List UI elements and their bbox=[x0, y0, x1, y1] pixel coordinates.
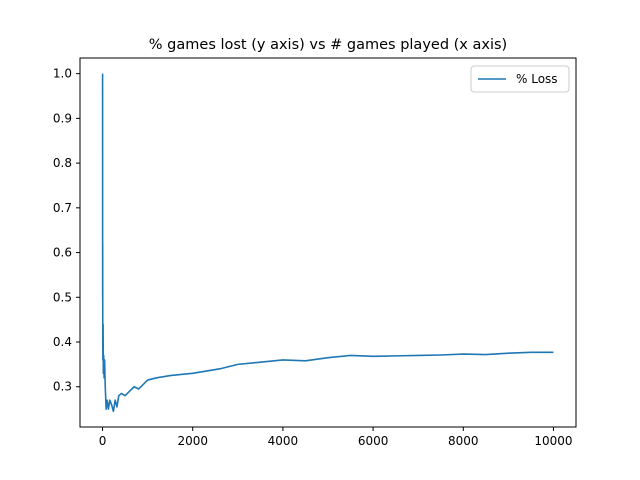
y-axis: 0.3 0.4 0.5 0.6 0.7 0.8 0.9 1.0 bbox=[53, 67, 80, 394]
y-tick-label: 0.6 bbox=[53, 246, 72, 260]
chart-title: % games lost (y axis) vs # games played … bbox=[149, 37, 507, 53]
y-tick-label: 0.9 bbox=[53, 111, 72, 125]
y-tick-label: 0.7 bbox=[53, 201, 72, 215]
x-tick-label: 0 bbox=[99, 434, 107, 448]
x-axis: 0 2000 4000 6000 8000 10000 bbox=[99, 427, 573, 448]
x-tick-label: 4000 bbox=[268, 434, 299, 448]
x-tick-label: 10000 bbox=[534, 434, 572, 448]
y-tick-label: 0.4 bbox=[53, 335, 72, 349]
y-tick-label: 0.3 bbox=[53, 380, 72, 394]
legend-label: % Loss bbox=[516, 72, 558, 86]
y-tick-label: 1.0 bbox=[53, 67, 72, 81]
x-tick-label: 6000 bbox=[358, 434, 389, 448]
series-layer bbox=[101, 73, 554, 413]
y-tick-label: 0.5 bbox=[53, 290, 72, 304]
y-tick-label: 0.8 bbox=[53, 156, 72, 170]
x-tick-label: 8000 bbox=[448, 434, 479, 448]
series-line-loss bbox=[101, 73, 554, 413]
plot-frame bbox=[79, 57, 577, 428]
x-tick-label: 2000 bbox=[177, 434, 208, 448]
legend: % Loss bbox=[470, 65, 570, 93]
plot-area bbox=[79, 57, 577, 428]
legend-box bbox=[470, 65, 570, 93]
